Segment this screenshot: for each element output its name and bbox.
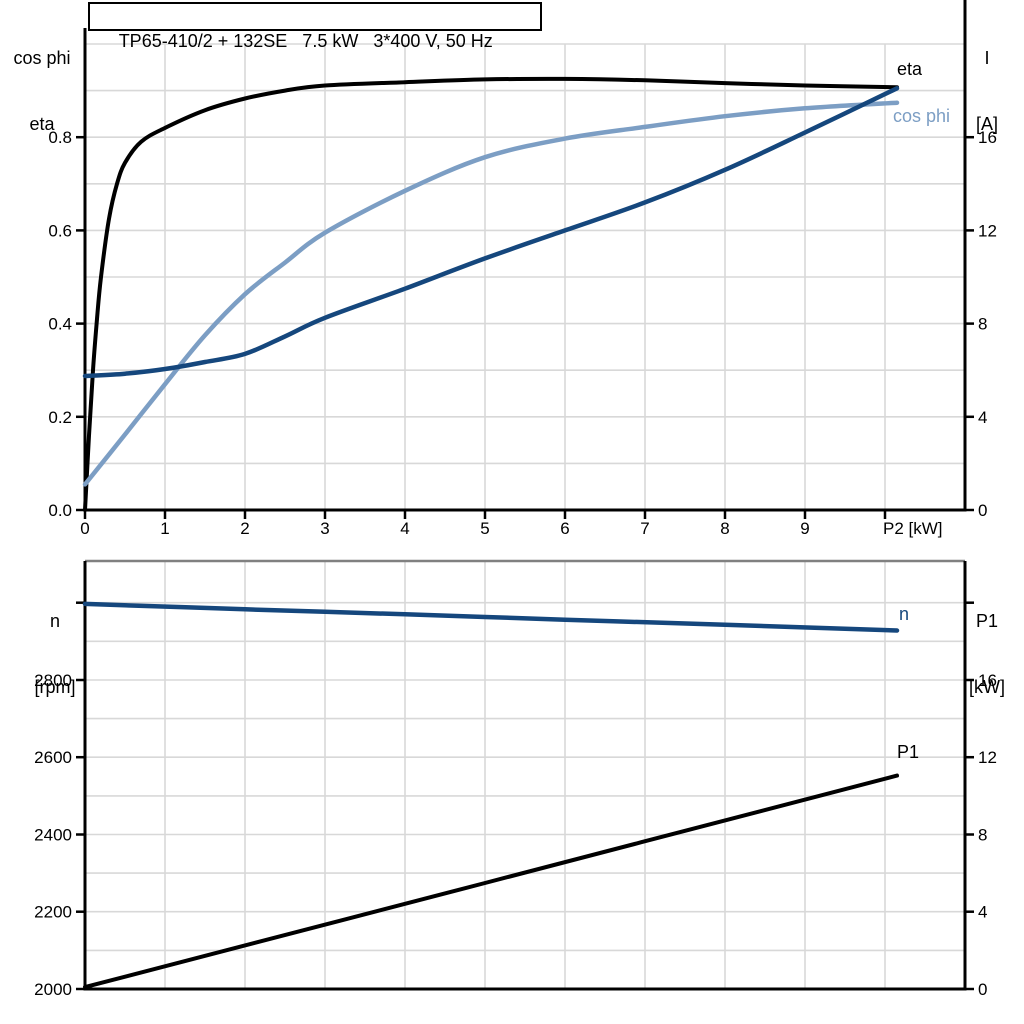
right-axis-tick-label-4: 4 [978,903,987,922]
right-axis-tick-label-8: 8 [978,826,987,845]
x-axis-tick-label-5: 5 [480,519,489,538]
current-curve [82,86,900,379]
cos-phi-curve-label: cos phi [893,106,950,126]
bottom-chart-right-axis-title: P1 [kW] [947,566,1024,742]
left-axis-tick-label-2200: 2200 [34,903,72,922]
right-axis-tick-label-12: 12 [978,221,997,240]
right-axis-title-line1: P1 [975,611,999,631]
left-axis-tick-label-0: 0.0 [48,501,72,520]
right-axis-tick-label-16: 16 [978,671,997,690]
left-axis-tick-label-2000: 2000 [34,980,72,999]
right-axis-tick-label-0: 0 [978,980,987,999]
x-axis-tick-label-8: 8 [720,519,729,538]
speed-curve-label: n [899,604,909,624]
x-axis-tick-label-0: 0 [80,519,89,538]
right-axis-title-line2: [A] [975,114,998,134]
left-axis-tick-label-2400: 2400 [34,826,72,845]
top-chart-right-axis-title: I [A] [947,3,1024,179]
x-axis-title: P2 [kW] [883,519,943,538]
chart-title-box: TP65-410/2 + 132SE 7.5 kW 3*400 V, 50 Hz [88,2,542,51]
left-axis-tick-label-0.8: 0.8 [48,128,72,147]
right-axis-title-line2: [kW] [969,677,1005,697]
input-power-curve [83,773,899,990]
left-axis-title-line2: [rpm] [34,677,76,697]
eta-curve [83,76,899,512]
right-axis-tick-label-12: 12 [978,748,997,767]
right-axis-title-line1: I [984,48,990,68]
left-axis-title-line1: n [49,611,60,631]
right-axis-tick-label-4: 4 [978,408,987,427]
x-axis-tick-label-1: 1 [160,519,169,538]
x-axis-tick-label-4: 4 [400,519,409,538]
chart-title: TP65-410/2 + 132SE 7.5 kW 3*400 V, 50 Hz [118,31,493,51]
right-axis-tick-label-16: 16 [978,128,997,147]
left-axis-tick-label-0.2: 0.2 [48,408,72,427]
top-chart-left-axis-title: cos phi eta [2,3,82,179]
x-axis-tick-label-2: 2 [240,519,249,538]
input-power-curve-label: P1 [897,742,919,762]
x-axis-tick-label-9: 9 [800,519,809,538]
right-axis-tick-label-0: 0 [978,501,987,520]
eta-curve-label: eta [897,59,923,79]
left-axis-tick-label-2600: 2600 [34,748,72,767]
left-axis-title-line2: eta [29,114,55,134]
right-axis-tick-label-8: 8 [978,315,987,334]
left-axis-tick-label-0.4: 0.4 [48,315,72,334]
bottom-chart-left-axis-title: n [rpm] [15,566,95,742]
x-axis-tick-label-7: 7 [640,519,649,538]
cos-phi-curve [82,100,900,487]
left-axis-tick-label-2800: 2800 [34,671,72,690]
x-axis-tick-label-3: 3 [320,519,329,538]
left-axis-tick-label-0.6: 0.6 [48,221,72,240]
x-axis-tick-label-6: 6 [560,519,569,538]
left-axis-title-line1: cos phi [13,48,71,68]
speed-curve [82,601,900,633]
